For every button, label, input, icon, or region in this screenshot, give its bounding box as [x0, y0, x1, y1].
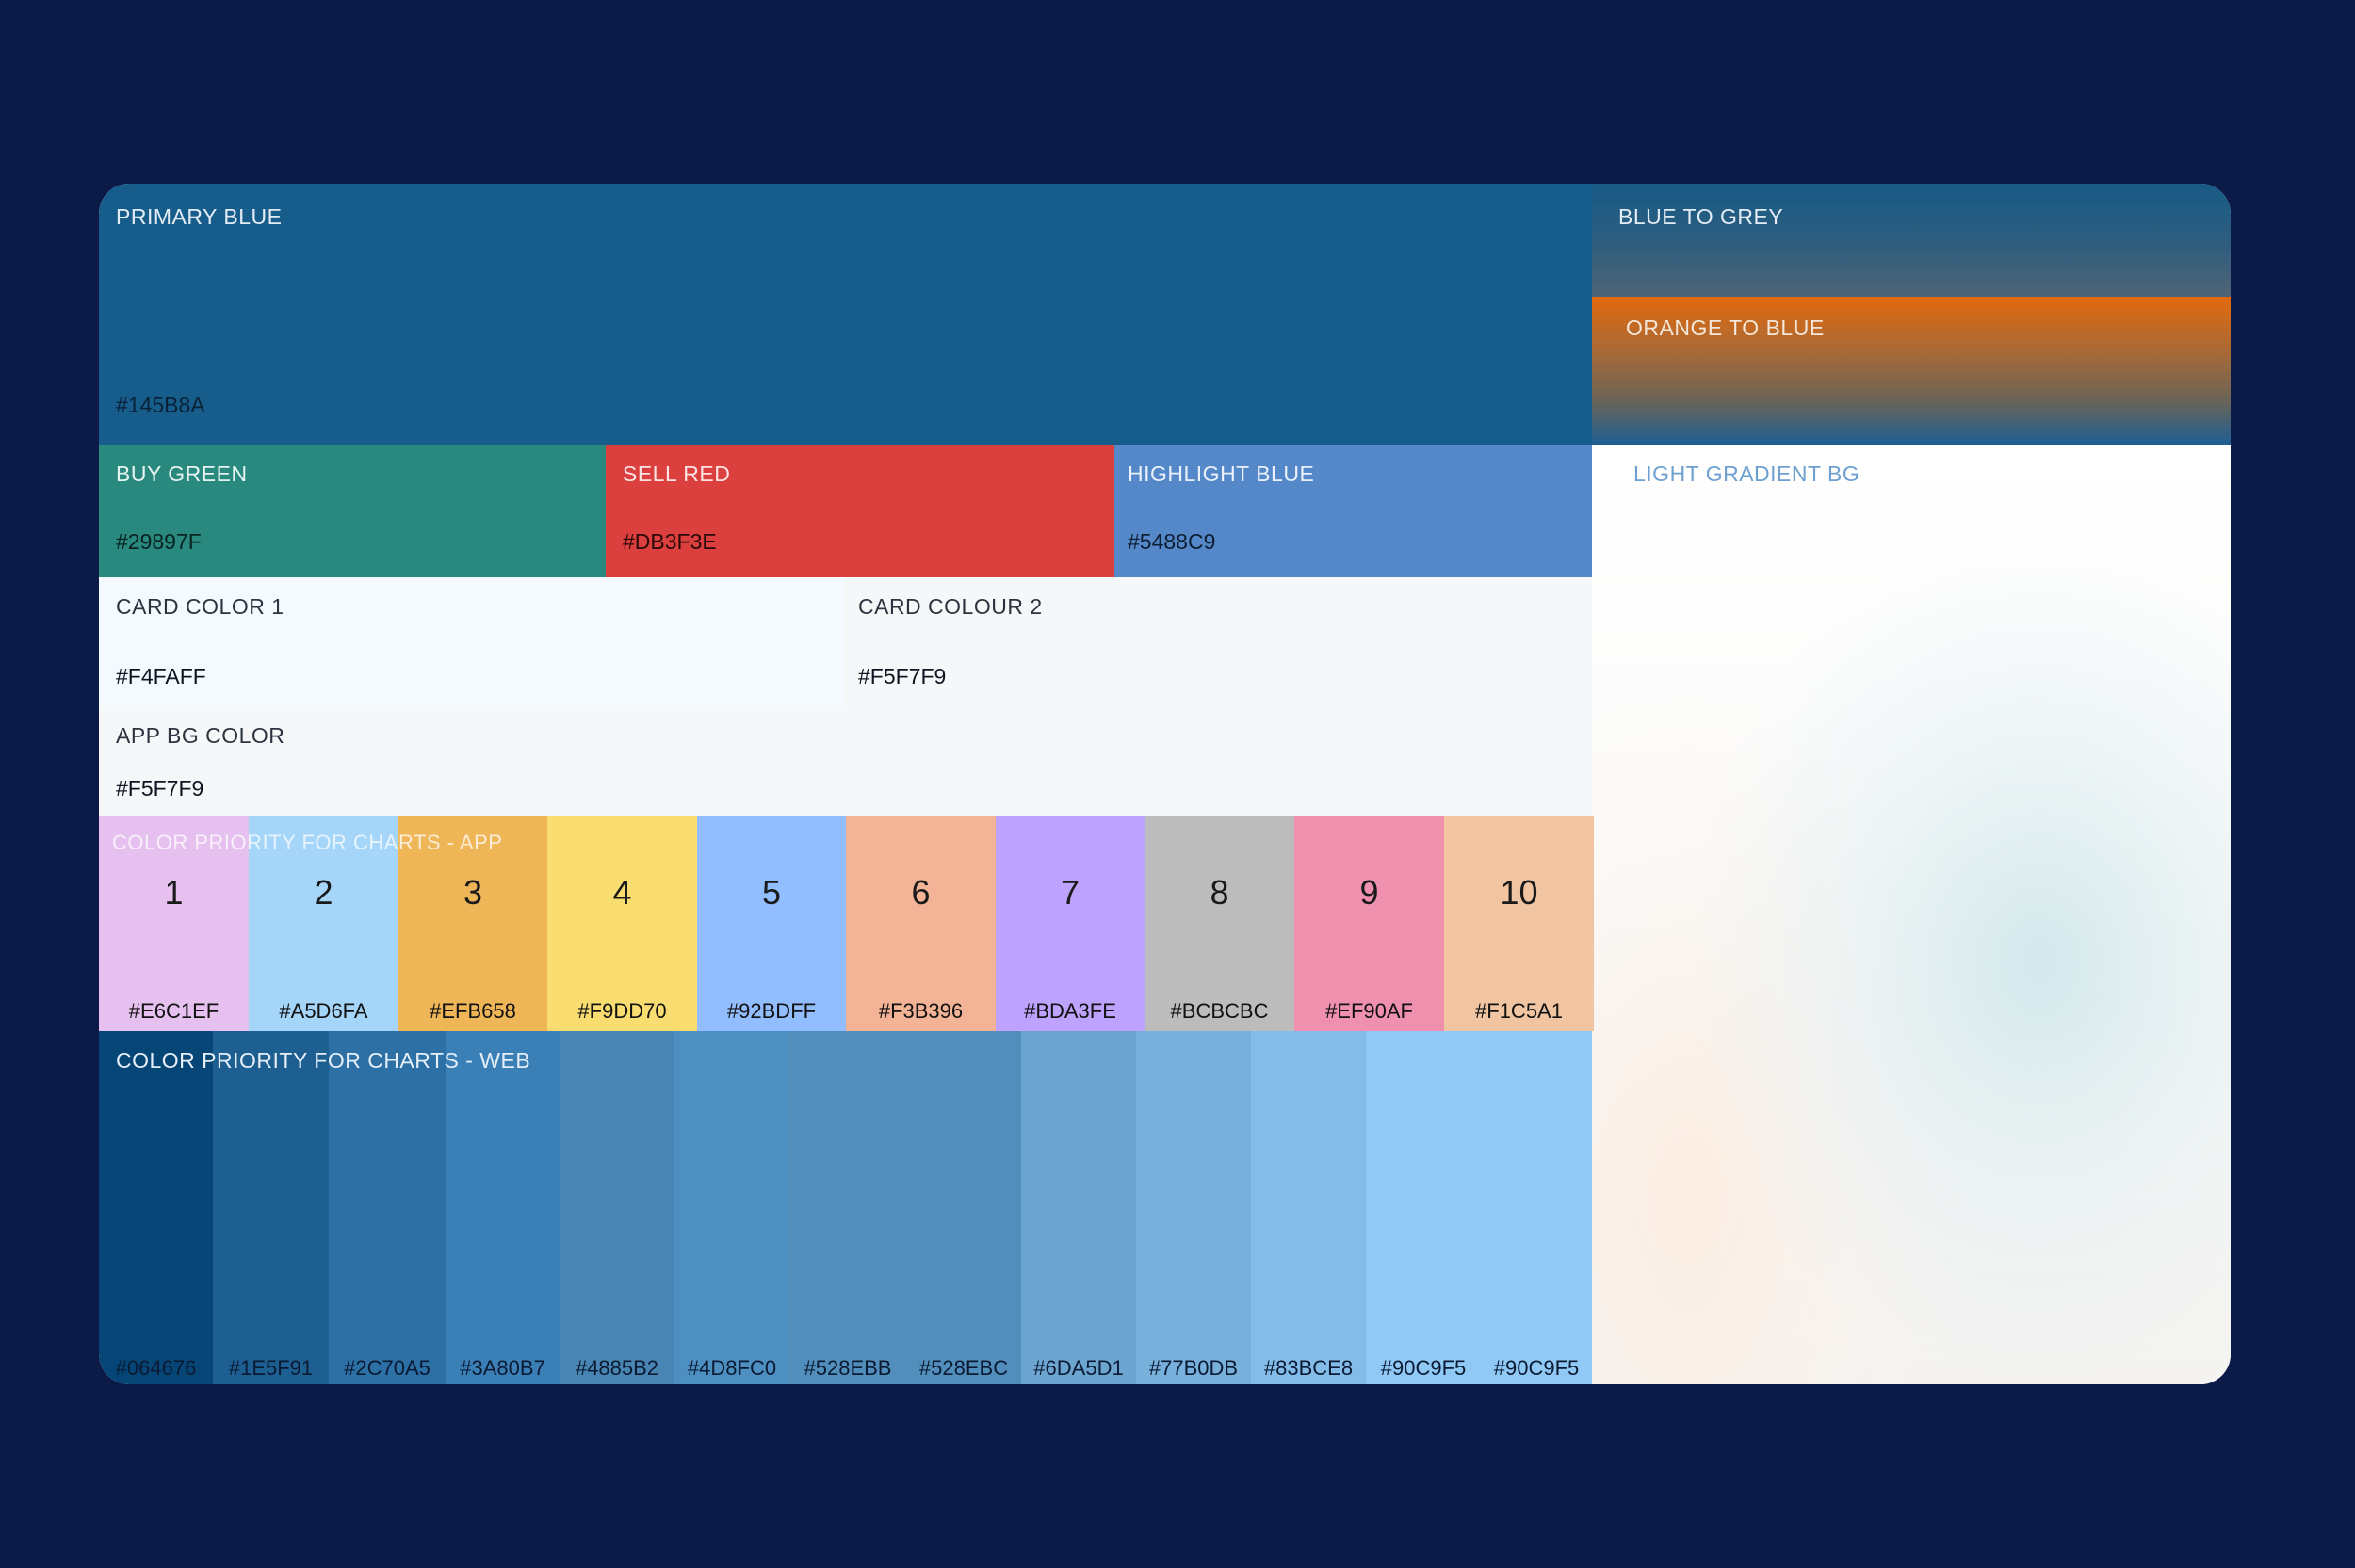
web-chart-swatch: #2C70A5	[329, 1031, 446, 1384]
app-chart-priority-number: 4	[612, 873, 632, 912]
app-chart-hex: #BCBCBC	[1170, 999, 1269, 1023]
color-palette-board: PRIMARY BLUE #145B8A BLUE TO GREY ORANGE…	[99, 184, 2231, 1384]
app-chart-swatch: 5 #92BDFF	[697, 816, 846, 1031]
app-chart-hex: #92BDFF	[726, 999, 817, 1023]
blue-to-grey-swatch: BLUE TO GREY	[1592, 184, 2231, 297]
sell-red-hex: #DB3F3E	[623, 529, 717, 554]
app-chart-swatch: 3 #EFB658	[398, 816, 547, 1031]
app-chart-priority-number: 2	[314, 873, 333, 912]
app-chart-priority-number: 5	[761, 873, 782, 912]
app-chart-priority-number: 8	[1210, 873, 1229, 912]
web-chart-swatch: #90C9F5	[1481, 1031, 1592, 1384]
card-color-1-swatch: CARD COLOR 1 #F4FAFF	[99, 577, 845, 706]
buy-green-hex: #29897F	[116, 529, 202, 554]
app-chart-swatch: 7 #BDA3FE	[996, 816, 1145, 1031]
app-chart-hex: #F9DD70	[577, 999, 667, 1023]
app-chart-hex: #EFB658	[430, 999, 516, 1023]
app-charts-title: COLOR PRIORITY FOR CHARTS - APP	[112, 831, 503, 854]
app-chart-priority-number: 10	[1500, 873, 1538, 912]
app-chart-priority-number: 1	[164, 873, 184, 912]
web-chart-hex: #064676	[115, 1356, 197, 1380]
app-chart-hex: #F1C5A1	[1475, 999, 1563, 1023]
highlight-blue-swatch: HIGHLIGHT BLUE #5488C9	[1114, 445, 1592, 577]
app-chart-swatch: 2 #A5D6FA	[249, 816, 398, 1031]
web-chart-hex: #4885B2	[575, 1356, 659, 1380]
light-gradient-label: LIGHT GRADIENT BG	[1633, 461, 1860, 486]
app-chart-priority-number: 3	[463, 873, 483, 912]
card-color-2-swatch: CARD COLOUR 2 #F5F7F9	[845, 577, 1592, 706]
highlight-blue-label: HIGHLIGHT BLUE	[1128, 461, 1315, 486]
web-chart-swatch: #77B0DB	[1136, 1031, 1251, 1384]
highlight-blue-hex: #5488C9	[1128, 529, 1216, 554]
sell-red-label: SELL RED	[623, 461, 731, 486]
web-chart-swatch: #90C9F5	[1366, 1031, 1481, 1384]
web-chart-hex: #77B0DB	[1148, 1356, 1239, 1380]
web-chart-hex: #90C9F5	[1493, 1356, 1580, 1380]
web-chart-hex: #2C70A5	[344, 1356, 430, 1380]
web-chart-swatch: #528EBB	[789, 1031, 906, 1384]
app-bg-label: APP BG COLOR	[116, 723, 285, 748]
web-charts-title: COLOR PRIORITY FOR CHARTS - WEB	[116, 1048, 531, 1073]
web-chart-colors: #064676 #1E5F91 #2C70A5 #3A80B7 #4885B2 #4D8F…	[99, 1031, 1592, 1384]
web-chart-swatch: #1E5F91	[213, 1031, 329, 1384]
web-chart-hex: #6DA5D1	[1033, 1356, 1124, 1380]
web-chart-hex: #528EBC	[918, 1356, 1009, 1380]
app-chart-hex: #A5D6FA	[279, 999, 368, 1023]
web-chart-swatch: #528EBC	[906, 1031, 1021, 1384]
app-chart-swatch: 1 #E6C1EF	[99, 816, 249, 1031]
card-color-1-hex: #F4FAFF	[116, 664, 206, 688]
buy-green-label: BUY GREEN	[116, 461, 248, 486]
web-chart-hex: #1E5F91	[228, 1356, 314, 1380]
sell-red-swatch: SELL RED #DB3F3E	[606, 445, 1114, 577]
app-bg-hex: #F5F7F9	[116, 776, 204, 800]
web-chart-hex: #528EBB	[804, 1356, 892, 1380]
card-color-1-label: CARD COLOR 1	[116, 594, 284, 619]
web-chart-hex: #3A80B7	[460, 1356, 545, 1380]
primary-blue-hex: #145B8A	[116, 393, 205, 417]
buy-green-swatch: BUY GREEN #29897F	[99, 445, 606, 577]
app-chart-colors: 1 #E6C1EF 2 #A5D6FA 3 #EFB658 4 #F9DD70 5 #92BDFF…	[99, 816, 1594, 1031]
card-color-2-label: CARD COLOUR 2	[858, 594, 1043, 619]
web-chart-swatch: #83BCE8	[1251, 1031, 1366, 1384]
app-chart-hex: #F3B396	[878, 999, 964, 1023]
orange-to-blue-label: ORANGE TO BLUE	[1626, 315, 1825, 340]
light-gradient-swatch: LIGHT GRADIENT BG	[1592, 445, 2231, 1384]
web-chart-swatch: #3A80B7	[446, 1031, 560, 1384]
app-chart-swatch: 8 #BCBCBC	[1145, 816, 1294, 1031]
primary-blue-label: PRIMARY BLUE	[116, 204, 283, 229]
web-chart-swatch: #6DA5D1	[1021, 1031, 1136, 1384]
app-chart-hex: #E6C1EF	[128, 999, 219, 1023]
web-chart-hex: #4D8FC0	[687, 1356, 777, 1380]
app-chart-priority-number: 9	[1359, 873, 1379, 912]
app-chart-hex: #BDA3FE	[1024, 999, 1116, 1023]
app-bg-swatch: APP BG COLOR #F5F7F9	[99, 706, 1592, 816]
card-color-2-hex: #F5F7F9	[858, 664, 947, 688]
app-chart-swatch: 9 #EF90AF	[1294, 816, 1444, 1031]
primary-blue-swatch: PRIMARY BLUE #145B8A	[99, 184, 1592, 445]
web-chart-swatch: #4D8FC0	[674, 1031, 789, 1384]
app-chart-hex: #EF90AF	[1325, 999, 1413, 1023]
web-chart-swatch: #064676	[99, 1031, 213, 1384]
app-chart-priority-number: 7	[1060, 873, 1080, 912]
app-chart-swatch: 6 #F3B396	[846, 816, 996, 1031]
blue-to-grey-label: BLUE TO GREY	[1618, 204, 1784, 229]
app-chart-swatch: 4 #F9DD70	[547, 816, 697, 1031]
web-chart-hex: #83BCE8	[1263, 1356, 1354, 1380]
web-chart-hex: #90C9F5	[1380, 1356, 1467, 1380]
app-chart-priority-number: 6	[911, 873, 931, 912]
web-chart-swatch: #4885B2	[560, 1031, 674, 1384]
orange-to-blue-swatch: ORANGE TO BLUE	[1592, 297, 2231, 445]
app-chart-swatch: 10 #F1C5A1	[1444, 816, 1594, 1031]
